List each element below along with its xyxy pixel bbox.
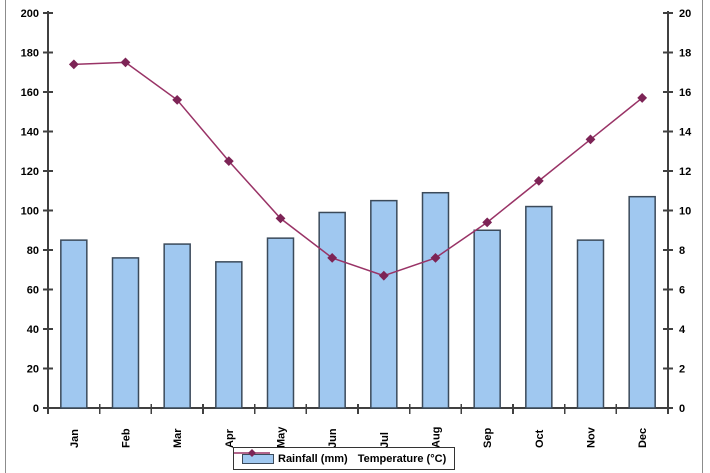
x-tick-label-dec: Dec bbox=[637, 428, 649, 448]
x-tick-label-nov: Nov bbox=[586, 426, 598, 448]
y-left-label-160: 160 bbox=[21, 87, 39, 99]
y-left-label-80: 80 bbox=[27, 245, 39, 257]
x-tick-label-jan: Jan bbox=[69, 429, 81, 448]
legend: Rainfall (mm) Temperature (°C) bbox=[233, 447, 456, 470]
legend-item-temperature: Temperature (°C) bbox=[234, 449, 447, 465]
marker-sep bbox=[482, 217, 493, 228]
y-left-label-140: 140 bbox=[21, 127, 39, 139]
y-left-label-0: 0 bbox=[33, 403, 39, 415]
x-tick-label-jul: Jul bbox=[379, 432, 391, 448]
marker-nov bbox=[585, 134, 596, 145]
marker-apr bbox=[223, 156, 234, 167]
x-tick-label-apr: Apr bbox=[224, 428, 236, 448]
marker-may bbox=[275, 213, 286, 224]
x-tick-label-may: May bbox=[276, 426, 288, 448]
y-left-label-60: 60 bbox=[27, 285, 39, 297]
y-left-label-40: 40 bbox=[27, 324, 39, 336]
y-right-label-16: 16 bbox=[679, 87, 691, 99]
bar-sep bbox=[473, 229, 501, 409]
y-left-label-200: 200 bbox=[21, 8, 39, 20]
bar-jan bbox=[60, 239, 88, 409]
y-right-label-12: 12 bbox=[679, 166, 691, 178]
legend-item-rainfall: Rainfall (mm) bbox=[242, 453, 348, 465]
chart-border-right bbox=[702, 0, 703, 473]
y-left-label-120: 120 bbox=[21, 166, 39, 178]
bar-apr bbox=[215, 261, 243, 409]
marker-jul bbox=[378, 270, 389, 281]
bar-mar bbox=[163, 243, 191, 409]
x-tick-label-sep: Sep bbox=[482, 428, 494, 448]
y-right-label-20: 20 bbox=[679, 8, 691, 20]
rainfall-swatch-icon bbox=[242, 453, 274, 464]
legend-label-rainfall: Rainfall (mm) bbox=[278, 452, 348, 465]
bar-jul bbox=[370, 199, 398, 409]
bar-feb bbox=[111, 257, 140, 409]
bar-nov bbox=[576, 239, 605, 409]
marker-jan bbox=[68, 59, 79, 70]
bar-aug bbox=[421, 191, 450, 409]
x-tick-label-oct: Oct bbox=[534, 429, 546, 448]
y-left-label-20: 20 bbox=[27, 364, 39, 376]
y-left-label-100: 100 bbox=[21, 206, 39, 218]
marker-feb bbox=[120, 57, 131, 68]
y-right-label-8: 8 bbox=[679, 245, 685, 257]
bar-jun bbox=[318, 211, 346, 409]
marker-jun bbox=[327, 252, 338, 263]
x-tick-label-jun: Jun bbox=[327, 428, 339, 448]
x-tick-label-aug: Aug bbox=[431, 427, 443, 448]
temperature-line-icon bbox=[234, 449, 270, 457]
bar-oct bbox=[525, 205, 553, 409]
y-right-label-18: 18 bbox=[679, 48, 691, 60]
y-right-label-0: 0 bbox=[679, 403, 685, 415]
y-right-label-6: 6 bbox=[679, 285, 685, 297]
y-right-label-10: 10 bbox=[679, 206, 691, 218]
y-right-label-2: 2 bbox=[679, 364, 685, 376]
legend-label-temperature: Temperature (°C) bbox=[357, 452, 447, 465]
temperature-line bbox=[73, 61, 643, 277]
marker-dec bbox=[637, 93, 648, 103]
y-left-label-180: 180 bbox=[21, 48, 39, 60]
chart-border-left bbox=[5, 0, 6, 473]
y-right-label-4: 4 bbox=[679, 324, 686, 336]
x-tick-label-feb: Feb bbox=[121, 428, 133, 448]
marker-aug bbox=[430, 252, 441, 263]
x-tick-label-mar: Mar bbox=[172, 428, 184, 448]
bar-may bbox=[266, 237, 295, 409]
marker-mar bbox=[172, 94, 183, 105]
y-right-label-14: 14 bbox=[679, 127, 692, 139]
marker-oct bbox=[533, 175, 544, 186]
bar-dec bbox=[628, 195, 656, 409]
